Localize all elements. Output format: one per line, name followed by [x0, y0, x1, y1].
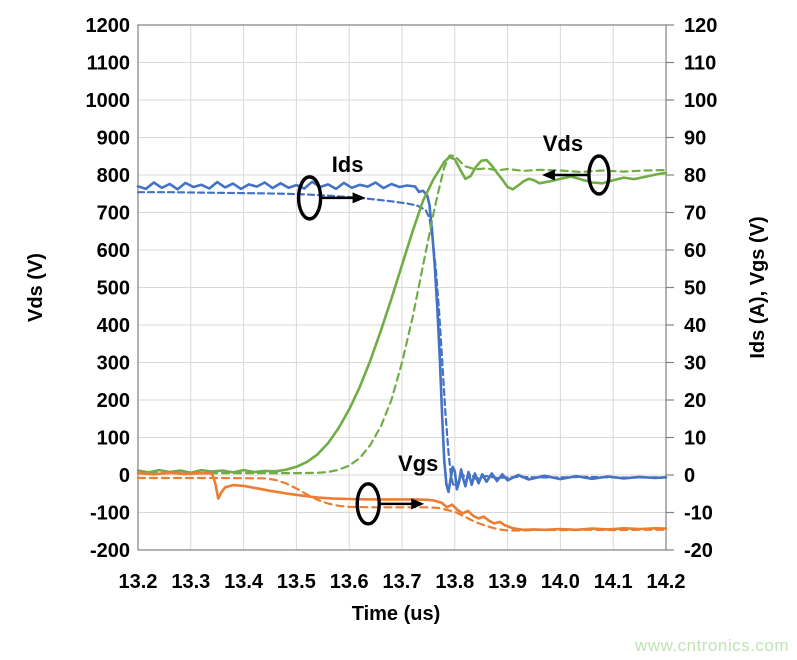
annotation-label-ids: Ids	[332, 152, 364, 177]
annotation-ellipse-ids	[296, 175, 323, 221]
right-tick-label: 120	[684, 15, 717, 37]
watermark: www.cntronics.com	[635, 636, 789, 655]
right-tick-label: 60	[684, 240, 706, 262]
x-tick-label: 13.4	[224, 571, 264, 593]
right-tick-label: 80	[684, 165, 706, 187]
left-tick-label: 1100	[87, 53, 130, 75]
annotation-ellipse-vgs	[355, 482, 381, 526]
annotation-label-vds: Vds	[543, 131, 583, 156]
x-tick-label: 13.7	[383, 571, 422, 593]
right-tick-label: 20	[684, 390, 706, 412]
right-tick-label: -20	[684, 540, 713, 562]
left-tick-label: 400	[97, 315, 130, 337]
series-vds-solid	[136, 155, 668, 475]
x-tick-label: 13.2	[119, 571, 158, 593]
left-tick-label: 900	[97, 128, 130, 150]
annotation-arrowhead-icon	[352, 192, 366, 204]
x-axis-title: Time (us)	[352, 603, 441, 625]
left-tick-label: 1200	[86, 15, 131, 37]
x-tick-label: 13.3	[171, 571, 210, 593]
left-tick-label: 600	[97, 240, 130, 262]
annotation-arrowhead-icon	[411, 498, 425, 510]
right-tick-label: 30	[684, 353, 706, 375]
left-tick-label: 0	[119, 465, 130, 487]
right-axis-title: Ids (A), Vgs (V)	[747, 216, 769, 358]
left-tick-label: 700	[97, 203, 130, 225]
right-tick-label: 10	[684, 428, 706, 450]
x-tick-label: 14.1	[594, 571, 633, 593]
left-tick-label: 100	[97, 428, 130, 450]
right-tick-label: -10	[684, 503, 713, 525]
left-tick-label: 300	[97, 353, 130, 375]
series-vds-dashed	[136, 154, 668, 475]
right-tick-label: 50	[684, 278, 706, 300]
right-tick-label: 90	[684, 128, 706, 150]
x-tick-label: 13.6	[330, 571, 369, 593]
series-vgs-solid	[136, 471, 668, 532]
x-tick-label: 13.9	[488, 571, 527, 593]
left-tick-label: 1000	[86, 90, 131, 112]
annotation-label-vgs: Vgs	[398, 451, 438, 476]
series-vgs-dashed	[136, 476, 668, 532]
x-tick-label: 14.0	[541, 571, 580, 593]
right-tick-label: 70	[684, 203, 706, 225]
left-tick-label: 500	[97, 278, 130, 300]
left-axis-title: Vds (V)	[25, 253, 47, 322]
x-tick-label: 13.5	[277, 571, 316, 593]
right-tick-label: 0	[684, 465, 695, 487]
left-tick-label: 200	[97, 390, 130, 412]
annotation-ellipse-vds	[587, 154, 611, 196]
left-tick-label: 800	[97, 165, 130, 187]
x-tick-label: 13.8	[435, 571, 474, 593]
right-tick-label: 110	[684, 53, 716, 75]
left-tick-label: -200	[90, 540, 130, 562]
right-tick-label: 40	[684, 315, 706, 337]
annotation-arrowhead-icon	[541, 169, 555, 181]
left-tick-label: -100	[90, 503, 130, 525]
x-tick-label: 14.2	[647, 571, 686, 593]
right-tick-label: 100	[684, 90, 717, 112]
series-ids-solid	[136, 180, 668, 494]
